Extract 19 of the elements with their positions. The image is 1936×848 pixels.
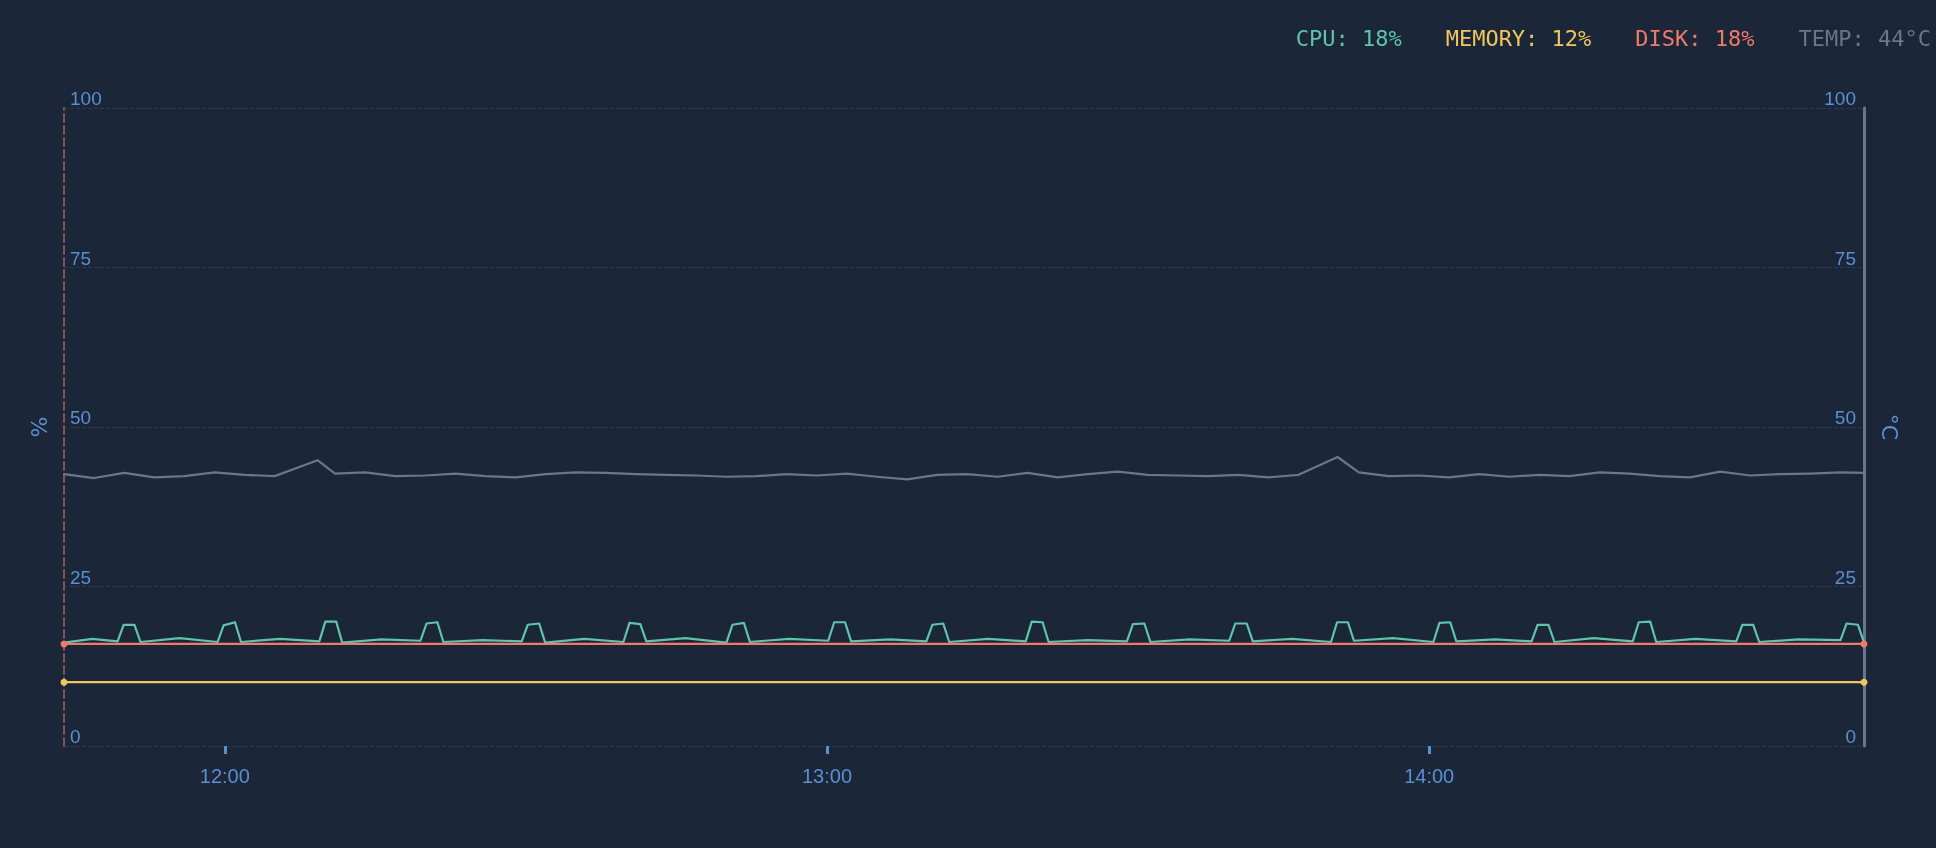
- text: CPU: 18%: [1295, 25, 1402, 51]
- y2-tick-label: 25: [1834, 566, 1856, 588]
- y-axis-title: %: [26, 416, 52, 438]
- text: MEMORY: 12%: [1445, 25, 1592, 51]
- y2-tick-label: 0: [1845, 726, 1856, 747]
- y-tick-label: 75: [70, 247, 92, 269]
- y2-tick-label: 75: [1834, 247, 1856, 269]
- y-tick-label: 100: [70, 88, 102, 109]
- text: TEMP: 44°C: [1798, 25, 1931, 51]
- x-tick-label: 14:00: [1404, 765, 1455, 787]
- text: DISK: 18%: [1635, 25, 1755, 51]
- y2-tick-label: 50: [1834, 407, 1856, 428]
- y2-tick-label: 100: [1824, 88, 1856, 109]
- y-tick-label: 50: [70, 407, 92, 428]
- y-tick-label: 0: [70, 726, 81, 747]
- y-tick-label: 25: [70, 566, 92, 588]
- x-tick-label: 13:00: [801, 765, 853, 787]
- y2-axis-title: °C: [1876, 413, 1902, 441]
- x-tick-label: 12:00: [199, 765, 250, 787]
